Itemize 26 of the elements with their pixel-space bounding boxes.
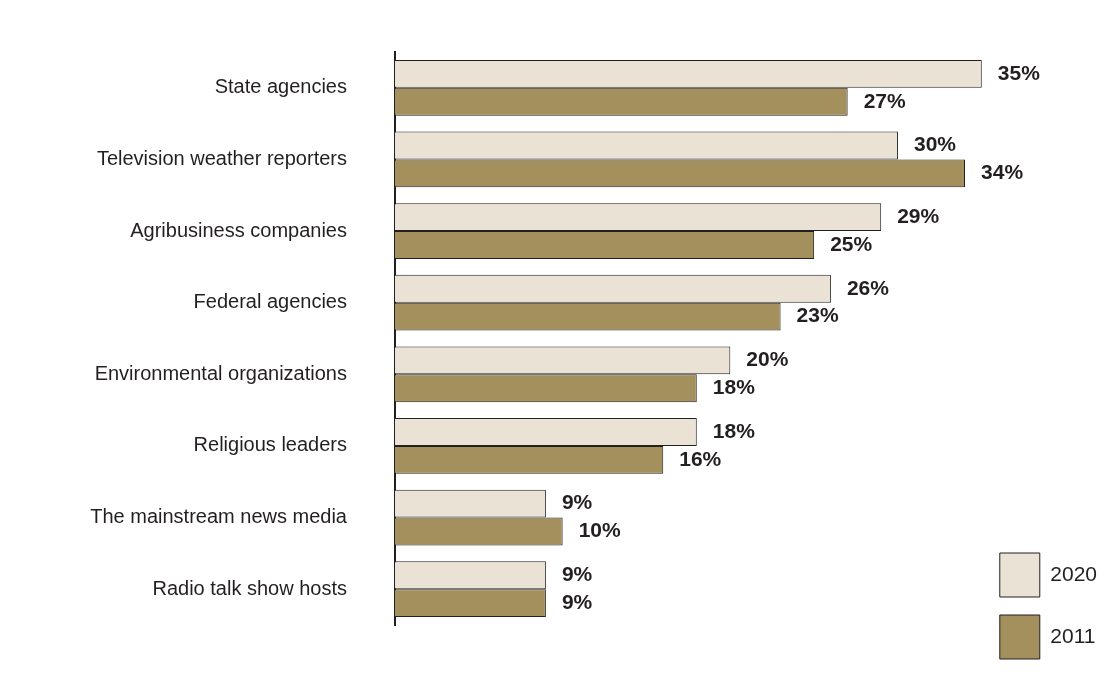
data-label: 27% — [863, 88, 907, 112]
data-label: 26% — [846, 275, 890, 299]
data-label: 9% — [561, 589, 593, 613]
data-label: 9% — [561, 562, 593, 586]
y-tick-label: State agencies — [214, 75, 347, 98]
legend-label: 2020 — [1050, 561, 1097, 585]
data-label: 18% — [712, 375, 756, 399]
y-tick-label: Radio talk show hosts — [152, 576, 347, 599]
y-tick-label: The mainstream news media — [90, 505, 348, 528]
data-label: 29% — [897, 203, 940, 227]
data-label: 35% — [997, 60, 1041, 84]
y-tick-label: Environmental organizations — [94, 361, 347, 384]
y-tick-label: Television weather reporters — [96, 146, 347, 169]
data-label: 20% — [746, 347, 789, 371]
y-tick-label: Religious leaders — [193, 433, 347, 456]
data-label: 16% — [679, 446, 722, 470]
y-tick-label: Agribusiness companies — [130, 218, 347, 241]
data-label: 34% — [981, 160, 1024, 184]
data-label: 9% — [561, 490, 593, 514]
y-tick-label: Federal agencies — [193, 290, 347, 313]
data-label: 23% — [796, 303, 839, 327]
data-label: 18% — [712, 418, 756, 442]
legend-label: 2011 — [1050, 623, 1096, 647]
data-label: 25% — [830, 231, 873, 255]
data-label: 30% — [913, 132, 957, 156]
data-label: 10% — [578, 518, 622, 542]
